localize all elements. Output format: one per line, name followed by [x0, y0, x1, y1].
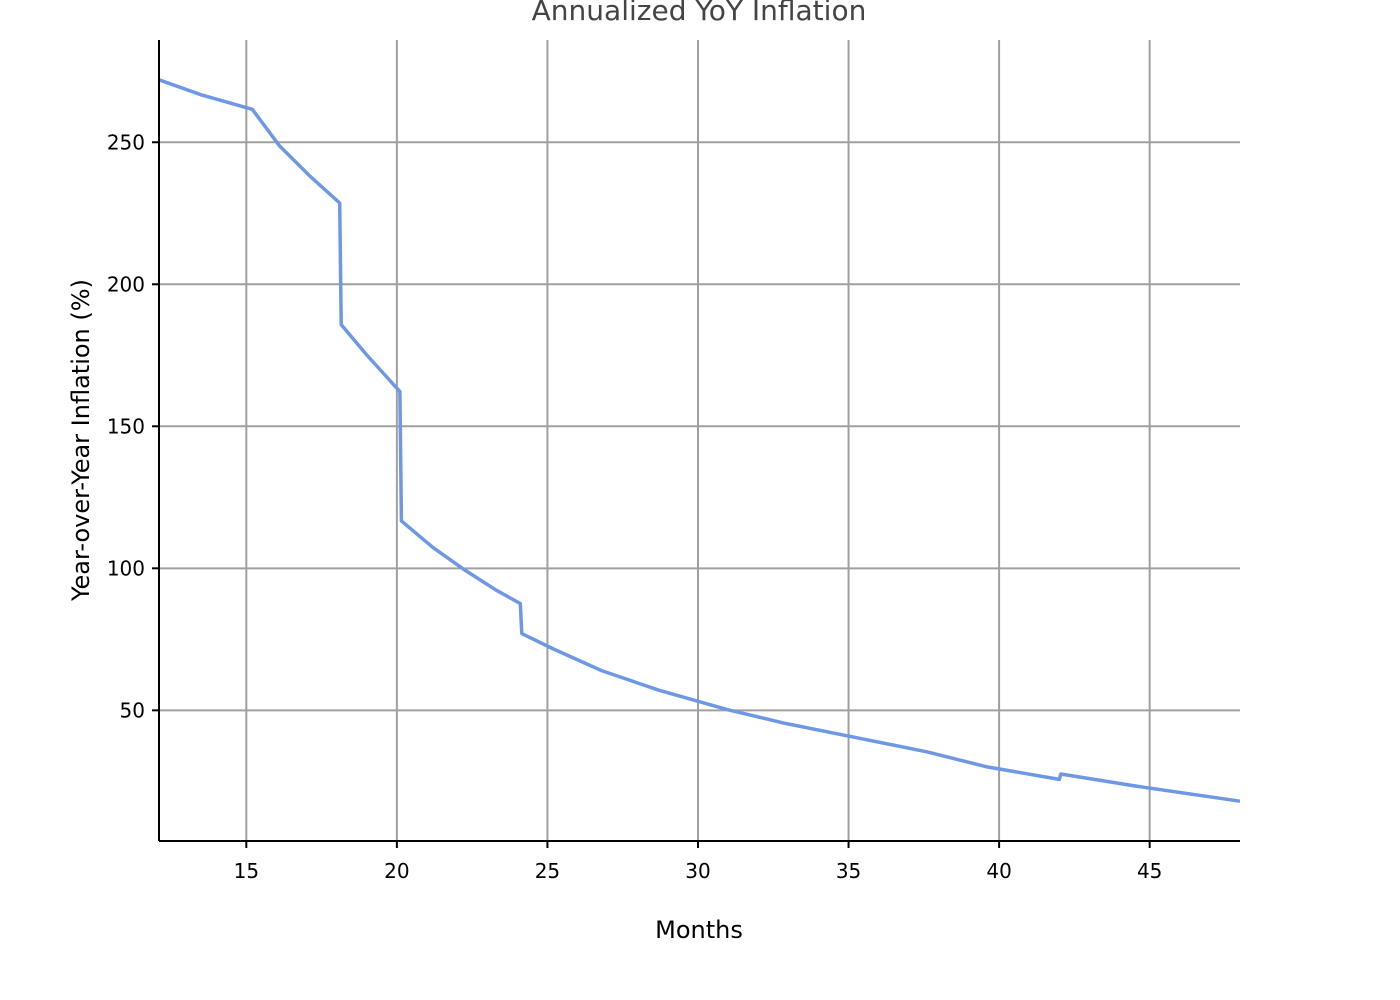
x-tick-label: 40: [986, 859, 1011, 883]
x-tick-label: 20: [384, 859, 409, 883]
y-tick-label: 100: [107, 556, 145, 580]
x-tick-label: 25: [535, 859, 560, 883]
y-axis-label: Year-over-Year Inflation (%): [67, 279, 95, 602]
x-tick-label: 35: [836, 859, 861, 883]
grid: [159, 40, 1240, 841]
x-tick-label: 15: [234, 859, 259, 883]
x-axis-label: Months: [655, 916, 743, 944]
ticks: 15 20 25 30 35 40 45 50 100 150 200 250: [107, 130, 1163, 883]
y-tick-label: 250: [107, 130, 145, 154]
x-tick-label: 30: [685, 859, 710, 883]
x-tick-label: 45: [1137, 859, 1162, 883]
chart-title: Annualized YoY Inflation: [532, 0, 867, 27]
inflation-series-line: [158, 78, 1241, 803]
y-tick-label: 150: [107, 414, 145, 438]
y-tick-label: 200: [107, 272, 145, 296]
series-layer: [158, 78, 1241, 803]
y-tick-label: 50: [120, 698, 145, 722]
axes: [158, 40, 1240, 842]
